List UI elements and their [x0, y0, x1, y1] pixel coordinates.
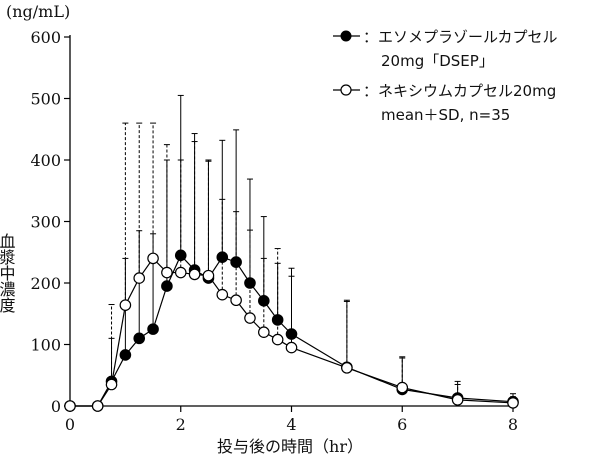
legend-marker-nexium: [340, 84, 352, 96]
data-point-nexium: [285, 341, 298, 354]
data-point-nexium: [119, 299, 132, 311]
y-tick-label: 400: [30, 151, 61, 170]
data-point-nexium: [64, 400, 76, 412]
data-point-nexium: [202, 269, 215, 282]
y-axis-title: 血漿中濃度: [0, 233, 16, 313]
data-point-nexium: [271, 333, 284, 346]
y-axis-unit: (ng/mL): [6, 2, 70, 21]
data-point-dsep: [161, 280, 173, 292]
x-tick-label: 4: [286, 415, 296, 434]
data-point-nexium: [230, 294, 242, 307]
data-point-nexium: [174, 266, 187, 279]
data-point-nexium: [341, 362, 353, 374]
legend-label-stats: mean＋SD, n=35: [381, 106, 510, 124]
legend-label-dsep-2: 20mg「DSEP」: [381, 52, 494, 70]
data-point-dsep: [258, 295, 270, 307]
data-point-nexium: [507, 397, 519, 409]
x-tick-label: 0: [65, 415, 75, 434]
data-point-dsep: [271, 314, 284, 326]
axes: 0 100 200 300 400 500 600 0 2 4 6 8: [30, 28, 518, 434]
y-tick-label: 0: [51, 397, 61, 416]
data-point-nexium: [133, 272, 146, 284]
y-tick-label: 300: [30, 213, 61, 232]
x-tick-label: 2: [176, 415, 186, 434]
data-point-nexium: [396, 381, 409, 394]
legend: ：エソメプラゾールカプセル 20mg「DSEP」 ：ネキシウムカプセル20mg …: [333, 28, 558, 124]
data-point-nexium: [451, 394, 464, 406]
data-point-nexium: [105, 378, 118, 391]
legend-marker-dsep: [340, 30, 352, 42]
y-tick-label: 600: [30, 28, 61, 47]
data-point-dsep: [133, 332, 146, 345]
data-point-nexium: [216, 288, 229, 301]
data-point-dsep: [216, 251, 229, 263]
y-tick-label: 200: [30, 274, 61, 293]
data-point-dsep: [174, 249, 187, 262]
data-point-nexium: [258, 326, 270, 338]
x-tick-label: 8: [508, 415, 518, 434]
legend-label-nexium: ：ネキシウムカプセル20mg: [363, 82, 556, 100]
data-point-nexium: [244, 312, 256, 324]
y-tick-label: 500: [30, 90, 61, 109]
data-point-nexium: [188, 268, 201, 281]
legend-label-dsep-1: ：エソメプラゾールカプセル: [363, 28, 558, 46]
data-point-dsep: [230, 256, 242, 268]
data-point-nexium: [91, 400, 104, 412]
data-point-dsep: [147, 323, 159, 335]
y-tick-label: 100: [30, 336, 61, 355]
data-point-dsep: [285, 328, 298, 340]
data-point-dsep: [119, 349, 132, 361]
data-point-dsep: [244, 277, 256, 289]
x-axis-title: 投与後の時間（hr）: [217, 437, 363, 456]
series-markers: [64, 249, 519, 412]
x-tick-label: 6: [397, 415, 407, 434]
data-point-nexium: [161, 266, 173, 279]
data-point-nexium: [147, 252, 159, 265]
error-bars: [108, 94, 516, 403]
